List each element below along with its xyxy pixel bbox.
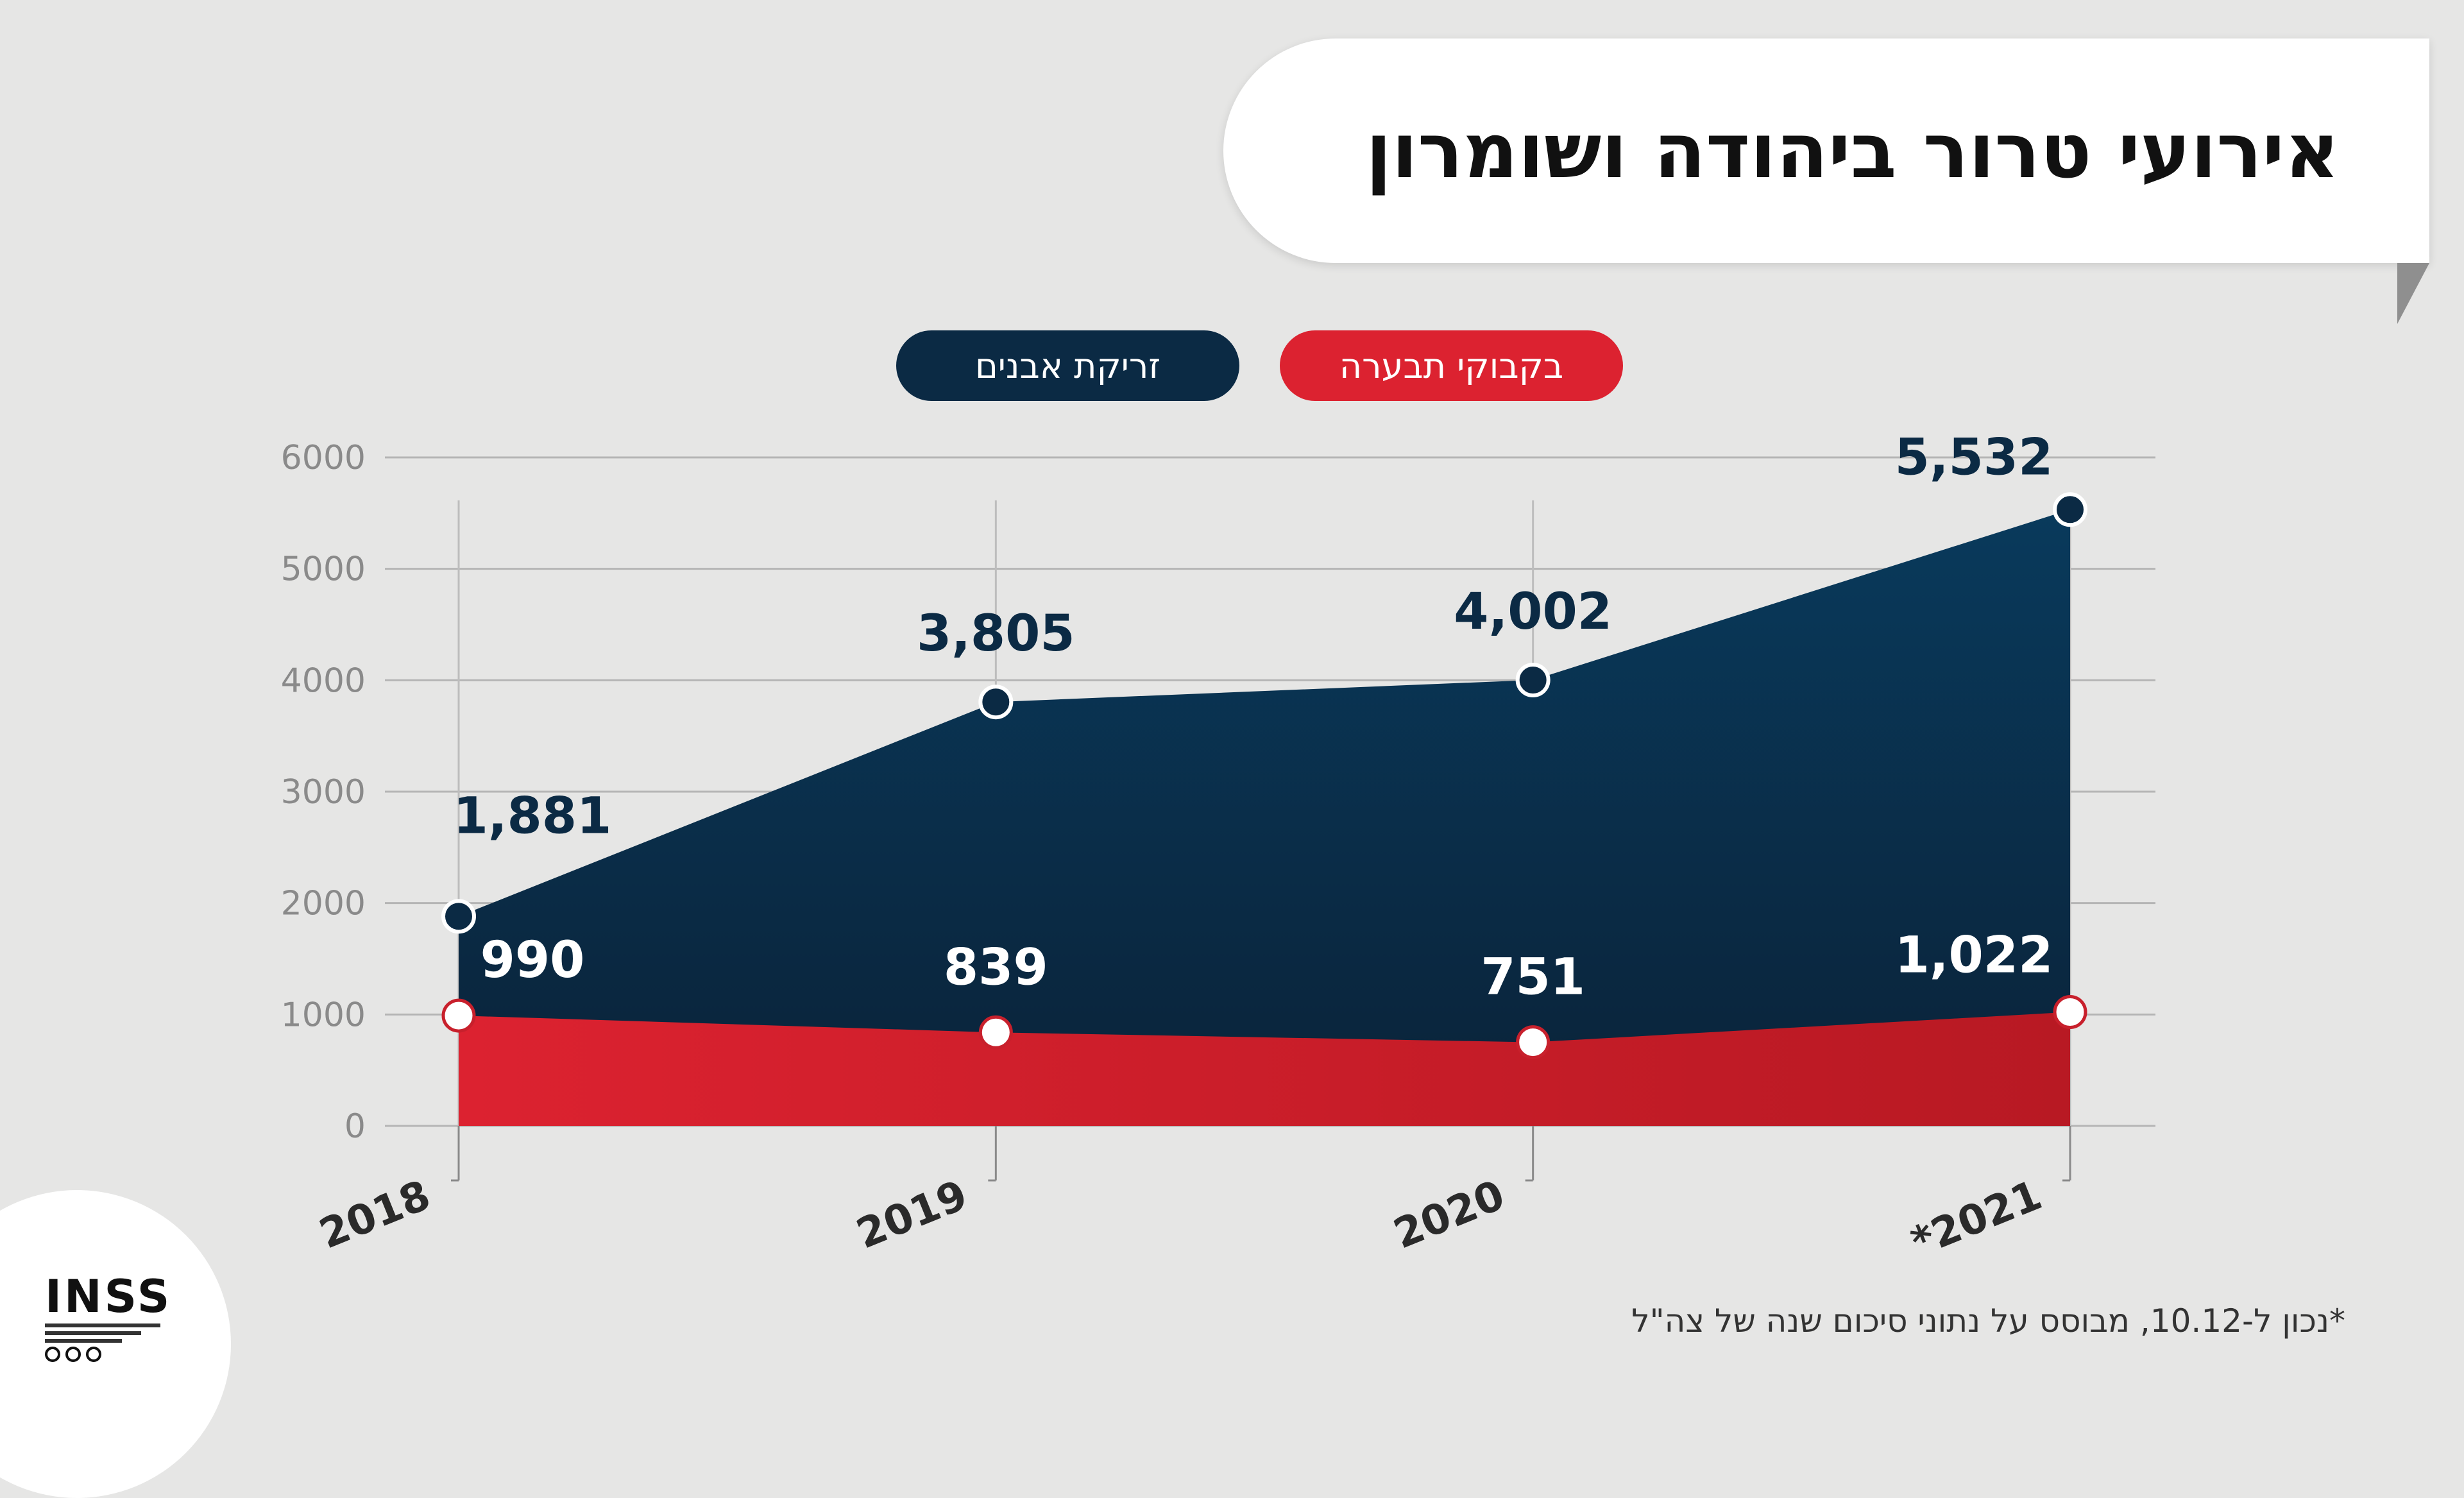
x-tick-label: *2021 <box>1905 1171 2048 1266</box>
marker-stones <box>978 685 1014 720</box>
y-axis: 0 1000 2000 3000 4000 5000 6000 <box>281 439 366 1146</box>
legend-stones: זריקת אבנים <box>896 330 1239 401</box>
x-tick-label: 2020 <box>1388 1171 1511 1258</box>
data-label-stones: 1,881 <box>454 787 612 845</box>
legend-molotov: בקבוקי תבערה <box>1280 330 1623 401</box>
y-tick-label: 3000 <box>281 773 366 812</box>
data-label-stones: 5,532 <box>1895 429 2053 486</box>
y-tick-label: 2000 <box>281 885 366 923</box>
x-tick-label: 2019 <box>850 1171 974 1258</box>
data-label-molotov: 1,022 <box>1895 927 2053 985</box>
inss-logo: INSS <box>45 1273 169 1362</box>
y-tick-label: 6000 <box>281 439 366 477</box>
y-tick-label: 1000 <box>281 996 366 1034</box>
data-label-molotov: 839 <box>944 939 1048 996</box>
data-label-molotov: 751 <box>1481 949 1585 1007</box>
marker-stones <box>1515 662 1551 697</box>
marker-molotov <box>2053 995 2087 1030</box>
chart-areas <box>459 509 2070 1126</box>
y-tick-label: 5000 <box>281 550 366 589</box>
y-tick-label: 4000 <box>281 661 366 700</box>
title-card: אירועי טרור ביהודה ושומרון <box>1223 38 2429 263</box>
area-stones <box>459 509 2070 1126</box>
page-title: אירועי טרור ביהודה ושומרון <box>1365 106 2340 195</box>
marker-stones <box>2053 492 2087 527</box>
y-tick-label: 0 <box>344 1107 366 1146</box>
data-label-stones: 3,805 <box>917 605 1075 663</box>
area-chart: 0 1000 2000 3000 4000 5000 6000 2018 2019 2020 *2… <box>281 429 2155 1266</box>
marker-molotov <box>1516 1025 1551 1060</box>
x-tick-label: 2018 <box>313 1171 437 1258</box>
data-label-molotov: 990 <box>480 932 585 989</box>
marker-stones <box>441 899 476 934</box>
chart-markers <box>441 492 2087 1060</box>
area-molotov <box>459 1012 2070 1126</box>
marker-molotov <box>978 1015 1013 1050</box>
data-label-stones: 4,002 <box>1454 583 1612 641</box>
footnote: *נכון ל-10.12, מבוסס על נתוני סיכום שנה … <box>1631 1302 2345 1340</box>
title-card-fold <box>2397 263 2429 324</box>
marker-molotov <box>441 998 476 1033</box>
x-axis: 2018 2019 2020 *2021 <box>313 1126 2071 1266</box>
data-labels: 1,881 990 3,805 839 4,002 751 5,532 1,022 <box>454 429 2053 1006</box>
